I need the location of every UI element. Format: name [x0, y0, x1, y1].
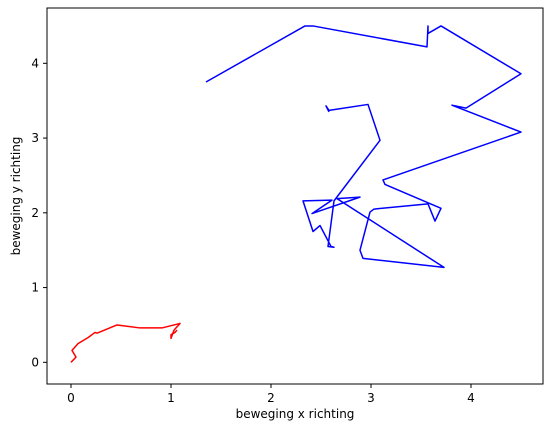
- y-tick-label: 2: [31, 206, 39, 220]
- y-tick-label: 4: [31, 56, 39, 70]
- y-axis-label: beweging y richting: [9, 137, 23, 256]
- x-axis-label: beweging x richting: [236, 407, 355, 421]
- x-tick-label: 2: [267, 391, 275, 405]
- line-series: [205, 25, 522, 269]
- x-tick-label: 4: [467, 391, 475, 405]
- line-series: [70, 322, 181, 363]
- y-tick-label: 3: [31, 131, 39, 145]
- x-tick-label: 3: [367, 391, 375, 405]
- y-tick-label: 1: [31, 281, 39, 295]
- x-tick-label: 1: [167, 391, 175, 405]
- y-tick-label: 0: [31, 355, 39, 369]
- x-tick-label: 0: [67, 391, 75, 405]
- plot-frame: [46, 7, 544, 385]
